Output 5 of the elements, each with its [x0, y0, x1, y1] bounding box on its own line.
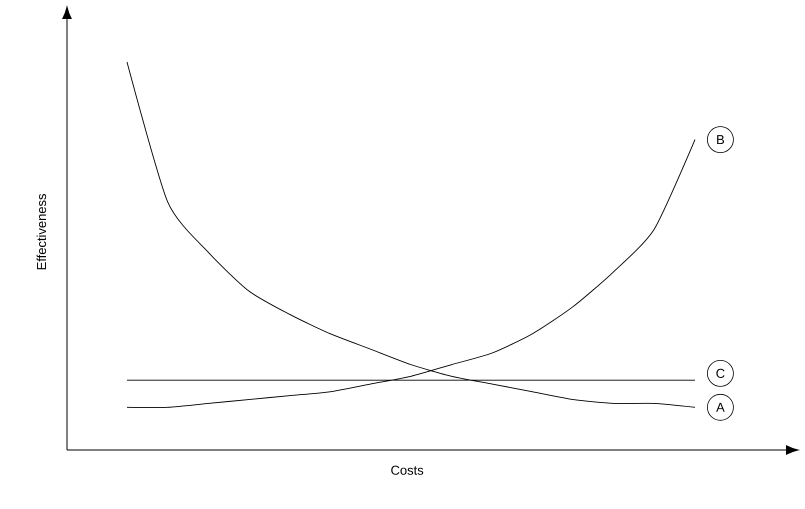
- legend-label: A: [716, 402, 725, 412]
- y-axis-title: Effectiveness: [36, 194, 46, 270]
- legend-label: C: [716, 368, 725, 378]
- legend-label: B: [717, 135, 724, 144]
- x-axis-title: Costs: [391, 466, 424, 475]
